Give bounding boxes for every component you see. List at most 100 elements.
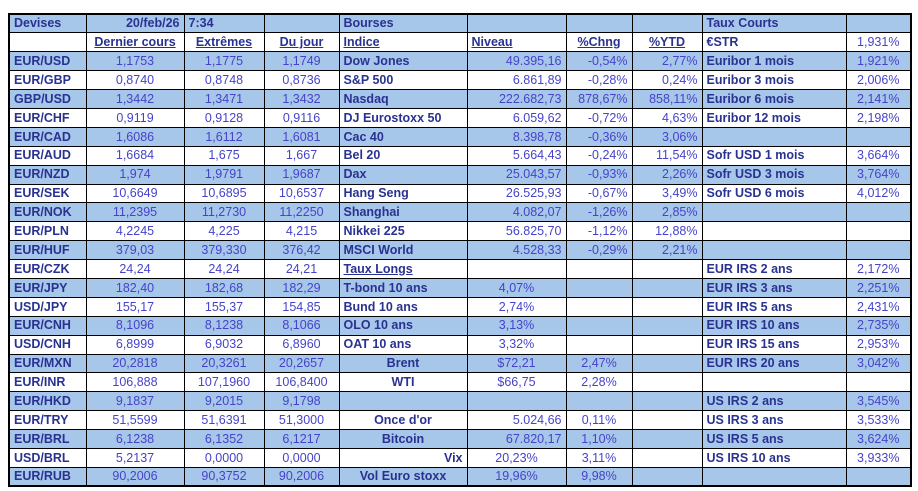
cell-value-chng: 878,67% <box>565 89 633 109</box>
row-label-pair: EUR/HUF <box>8 240 87 261</box>
cell-value-chng: 0,11% <box>565 410 633 431</box>
cell-value-dernier-cours: 20,2818 <box>85 353 185 374</box>
cell-value-niveau: 6.861,89 <box>466 70 567 91</box>
column-header-chng: %Chng <box>565 32 633 53</box>
cell-value-dernier-cours: 1,6684 <box>85 145 185 166</box>
cell-value-chng: -1,12% <box>565 221 633 242</box>
column-header-ytd: %YTD <box>631 32 703 53</box>
row-label-indice: Once d'or <box>338 410 468 431</box>
row-label-indice: Nikkei 225 <box>338 221 468 242</box>
table-row: EUR/JPY 182,40 182,68 182,29 T-bond 10 ans 4,… <box>8 277 912 298</box>
cell-value-dernier-cours: 24,24 <box>85 259 185 279</box>
empty-cell <box>263 13 340 34</box>
cell-value-niveau: 5.664,43 <box>466 145 567 166</box>
cell-value-du-jour: 6,1217 <box>263 429 340 449</box>
empty-cell <box>631 315 703 336</box>
cell-value-rate-value: 2,431% <box>845 296 912 317</box>
empty-cell <box>338 391 468 412</box>
cell-value-chng: 2,47% <box>565 353 633 374</box>
empty-cell <box>701 202 847 223</box>
row-label-indice: DJ Eurostoxx 50 <box>338 107 468 128</box>
cell-value-rate-value: 3,545% <box>845 391 912 412</box>
cell-value-rate-value: 1,931% <box>845 32 912 53</box>
cell-value-ytd: 3,49% <box>631 183 703 204</box>
cell-value-du-jour: 1,1749 <box>263 51 340 72</box>
financial-dashboard: Devises 20/feb/26 7:34 Bourses Taux Courts De… <box>8 13 912 488</box>
row-label-indice: Hang Seng <box>338 183 468 204</box>
table-row: EUR/GBP 0,8740 0,8748 0,8736 S&P 500 6.861,89… <box>8 70 912 91</box>
row-label-rate: EUR IRS 20 ans <box>701 353 847 374</box>
row-label-pair: EUR/JPY <box>8 277 87 298</box>
cell-value-niveau: 4,07% <box>466 277 567 298</box>
row-label-pair: USD/CNH <box>8 334 87 355</box>
empty-cell <box>631 391 703 412</box>
cell-value-du-jour: 11,2250 <box>263 202 340 223</box>
empty-cell <box>701 240 847 261</box>
row-label-pair: EUR/AUD <box>8 145 87 166</box>
empty-cell <box>845 221 912 242</box>
cell-value-niveau: 56.825,70 <box>466 221 567 242</box>
cell-value-chng: -0,93% <box>565 164 633 185</box>
row-label-indice: T-bond 10 ans <box>338 277 468 298</box>
cell-value-rate-value: 2,006% <box>845 70 912 91</box>
cell-value-extremes: 11,2730 <box>183 202 265 223</box>
table-row: USD/CNH 6,8999 6,9032 6,8960 OAT 10 ans 3,32%… <box>8 334 912 355</box>
cell-value-du-jour: 6,8960 <box>263 334 340 355</box>
empty-cell <box>466 391 567 412</box>
cell-value-rate-value: 2,735% <box>845 315 912 336</box>
cell-value-niveau: 49.395,16 <box>466 51 567 72</box>
row-label-rate: EUR IRS 15 ans <box>701 334 847 355</box>
empty-cell <box>565 277 633 298</box>
cell-value-dernier-cours: 0,8740 <box>85 70 185 91</box>
table-row: EUR/AUD 1,6684 1,675 1,667 Bel 20 5.664,43 -0,… <box>8 145 912 166</box>
row-label-pair: EUR/CZK <box>8 259 87 279</box>
cell-value-rate-value: 2,953% <box>845 334 912 355</box>
table-row: EUR/PLN 4,2245 4,225 4,215 Nikkei 225 56.825,… <box>8 221 912 242</box>
cell-value-du-jour: 4,215 <box>263 221 340 242</box>
cell-value-extremes: 8,1238 <box>183 315 265 336</box>
cell-value-du-jour: 90,2006 <box>263 466 340 487</box>
cell-value-rate-value: 1,921% <box>845 51 912 72</box>
cell-value-extremes: 9,2015 <box>183 391 265 412</box>
cell-value-niveau: $66,75 <box>466 372 567 393</box>
empty-cell <box>845 13 912 34</box>
empty-cell <box>631 353 703 374</box>
cell-value-du-jour: 154,85 <box>263 296 340 317</box>
cell-value-extremes: 4,225 <box>183 221 265 242</box>
cell-value-dernier-cours: 1,3442 <box>85 89 185 109</box>
empty-cell <box>631 410 703 431</box>
section-title-devises: Devises <box>8 13 87 34</box>
cell-value-niveau: $72,21 <box>466 353 567 374</box>
table-row: EUR/CAD 1,6086 1,6112 1,6081 Cac 40 8.398,78-… <box>8 126 912 147</box>
table-row: EUR/USD 1,1753 1,1775 1,1749 Dow Jones 49.395… <box>8 51 912 72</box>
cell-value-niveau: 8.398,78 <box>466 126 567 147</box>
row-label-rate: €STR <box>701 32 847 53</box>
cell-value-extremes: 1,9791 <box>183 164 265 185</box>
cell-value-chng: -0,72% <box>565 107 633 128</box>
cell-value-chng: -0,67% <box>565 183 633 204</box>
empty-cell <box>701 466 847 487</box>
cell-value-chng: -0,36% <box>565 126 633 147</box>
cell-value-dernier-cours: 182,40 <box>85 277 185 298</box>
cell-value-dernier-cours: 90,2006 <box>85 466 185 487</box>
cell-value-ytd: 2,77% <box>631 51 703 72</box>
row-label-pair: EUR/NOK <box>8 202 87 223</box>
cell-value-dernier-cours: 8,1096 <box>85 315 185 336</box>
cell-value-niveau: 4.528,33 <box>466 240 567 261</box>
cell-value-extremes: 379,330 <box>183 240 265 261</box>
row-label-indice: Brent <box>338 353 468 374</box>
row-label-rate: US IRS 5 ans <box>701 429 847 449</box>
table-row: Devises 20/feb/26 7:34 Bourses Taux Courts <box>8 13 912 34</box>
cell-value-extremes: 155,37 <box>183 296 265 317</box>
empty-cell <box>701 126 847 147</box>
row-label-pair: EUR/RUB <box>8 466 87 487</box>
cell-value-niveau: 2,74% <box>466 296 567 317</box>
empty-cell <box>631 13 703 34</box>
row-label-pair: USD/BRL <box>8 447 87 468</box>
cell-value-niveau: 25.043,57 <box>466 164 567 185</box>
cell-value-extremes: 51,6391 <box>183 410 265 431</box>
cell-value-rate-value: 3,624% <box>845 429 912 449</box>
cell-value-niveau: 222.682,73 <box>466 89 567 109</box>
cell-value-extremes: 24,24 <box>183 259 265 279</box>
table-row: USD/JPY 155,17 155,37 154,85 Bund 10 ans 2,74… <box>8 296 912 317</box>
